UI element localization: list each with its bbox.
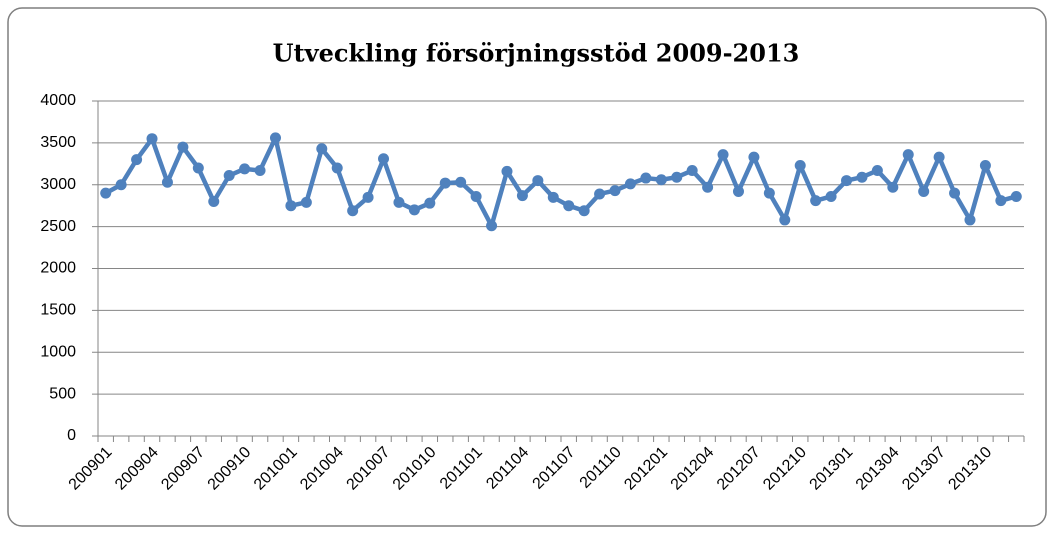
y-tick-label: 2000 — [40, 260, 76, 277]
data-point — [640, 172, 652, 184]
data-point — [609, 185, 621, 197]
data-point — [501, 165, 513, 177]
data-point — [624, 178, 636, 190]
data-point — [208, 196, 220, 207]
data-point — [131, 154, 143, 166]
data-point — [362, 191, 374, 203]
data-point — [964, 214, 976, 226]
data-point — [378, 153, 390, 165]
data-point — [192, 162, 204, 174]
data-point — [763, 187, 775, 199]
data-point — [717, 149, 729, 161]
data-point — [933, 151, 945, 163]
data-point — [254, 165, 266, 177]
data-point — [1010, 190, 1022, 202]
data-point — [223, 170, 235, 182]
data-point — [516, 190, 528, 202]
data-point — [300, 196, 312, 208]
data-point — [810, 195, 822, 207]
data-point — [702, 181, 714, 193]
data-point — [871, 165, 883, 177]
data-point — [424, 197, 436, 209]
data-point — [331, 162, 343, 174]
data-point — [779, 214, 791, 226]
data-point — [486, 220, 498, 232]
data-point — [594, 188, 606, 200]
data-point — [239, 163, 251, 175]
data-point — [547, 191, 559, 203]
data-point — [841, 175, 853, 187]
data-point — [532, 175, 544, 187]
data-point — [671, 171, 683, 183]
data-point — [732, 185, 744, 197]
data-point — [439, 177, 451, 189]
data-point — [949, 187, 961, 199]
y-tick-label: 500 — [49, 385, 76, 402]
data-point — [794, 159, 806, 171]
y-tick-label: 0 — [67, 427, 76, 444]
data-point — [115, 179, 127, 191]
data-point — [825, 190, 837, 202]
data-point — [347, 205, 359, 217]
data-point — [686, 165, 698, 177]
data-point — [578, 205, 590, 217]
data-point — [100, 187, 112, 199]
data-point — [393, 196, 405, 208]
data-point — [887, 181, 899, 193]
y-tick-label: 1500 — [40, 302, 76, 319]
y-tick-label: 1000 — [40, 343, 76, 360]
data-point — [979, 159, 991, 171]
data-point — [918, 185, 930, 197]
data-point — [995, 195, 1007, 207]
y-tick-label: 3000 — [40, 176, 76, 193]
data-point — [455, 176, 467, 188]
chart-frame — [7, 7, 1047, 527]
chart-title: Utveckling försörjningsstöd 2009-2013 — [273, 39, 800, 68]
data-point — [655, 174, 667, 186]
data-point — [563, 200, 575, 212]
data-point — [161, 176, 173, 188]
data-point — [856, 171, 868, 183]
data-point — [177, 141, 189, 153]
data-point — [316, 143, 328, 155]
data-point — [408, 204, 420, 216]
y-tick-label: 4000 — [40, 92, 76, 109]
data-point — [269, 132, 281, 144]
data-point — [470, 190, 482, 202]
data-point — [748, 151, 760, 163]
y-tick-label: 3500 — [40, 134, 76, 151]
y-tick-label: 2500 — [40, 218, 76, 235]
data-point — [902, 149, 914, 161]
data-point — [146, 133, 158, 145]
data-point — [285, 200, 297, 212]
